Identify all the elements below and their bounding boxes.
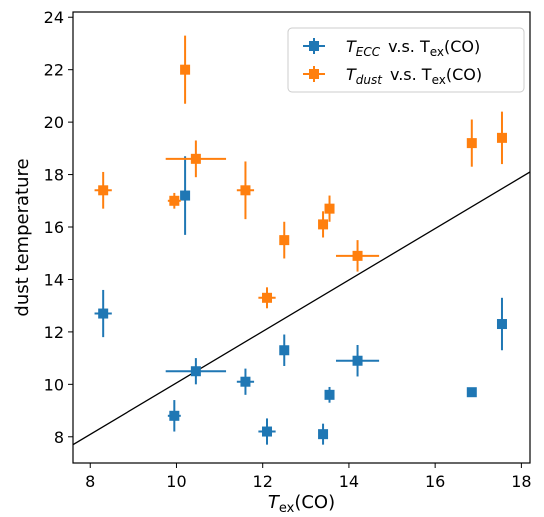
y-tick-label: 10 (44, 375, 64, 394)
legend-marker (309, 69, 319, 79)
data-point (262, 426, 273, 437)
reference-line (73, 171, 530, 446)
data-point (496, 132, 507, 143)
y-tick-label: 14 (44, 270, 64, 289)
data-point (324, 389, 335, 400)
data-point (324, 203, 335, 214)
data-point (190, 366, 201, 377)
data-point (240, 376, 251, 387)
x-tick-label: 10 (166, 472, 186, 491)
data-point (240, 185, 251, 196)
y-axis-label: dust temperature (12, 158, 33, 316)
data-point (169, 410, 180, 421)
legend-label: Tdust v.s. Tex(CO) (346, 65, 482, 87)
data-point (352, 250, 363, 261)
series-ecc (94, 156, 507, 445)
y-tick-label: 8 (54, 428, 64, 447)
plot-area (73, 35, 530, 446)
data-point (466, 138, 477, 149)
data-point (262, 292, 273, 303)
plot-frame (72, 11, 531, 464)
y-tick-label: 18 (44, 166, 64, 185)
x-tick-label: 8 (85, 472, 95, 491)
x-axis-label: Tex(CO) (268, 492, 335, 516)
data-point (180, 64, 191, 75)
x-tick-label: 12 (253, 472, 273, 491)
data-point (180, 190, 191, 201)
y-tick-label: 12 (44, 323, 64, 342)
data-point (496, 319, 507, 330)
x-tick-label: 16 (425, 472, 445, 491)
y-tick-label: 22 (44, 61, 64, 80)
y-tick-label: 20 (44, 113, 64, 132)
axes: 8 10 12 14 16 18 8 10 12 14 16 18 20 22 24 Tex(CO) dust … (12, 8, 532, 516)
data-point (190, 153, 201, 164)
legend: TECC v.s. Tex(CO) Tdust v.s. Tex(CO) (287, 27, 525, 93)
x-tick-label: 14 (339, 472, 359, 491)
data-point (279, 345, 290, 356)
data-point (279, 235, 290, 246)
y-tick-label: 24 (44, 8, 64, 27)
x-tick-label: 18 (511, 472, 531, 491)
series-dust (94, 35, 507, 309)
data-point (352, 355, 363, 366)
data-point (318, 429, 329, 440)
data-point (318, 219, 329, 230)
data-point (98, 308, 109, 319)
legend-marker (309, 41, 319, 51)
data-point (98, 185, 109, 196)
y-tick-label: 16 (44, 218, 64, 237)
legend-label: TECC v.s. Tex(CO) (346, 37, 480, 59)
data-point (169, 195, 180, 206)
legend-box (287, 27, 525, 93)
data-point (466, 387, 477, 398)
